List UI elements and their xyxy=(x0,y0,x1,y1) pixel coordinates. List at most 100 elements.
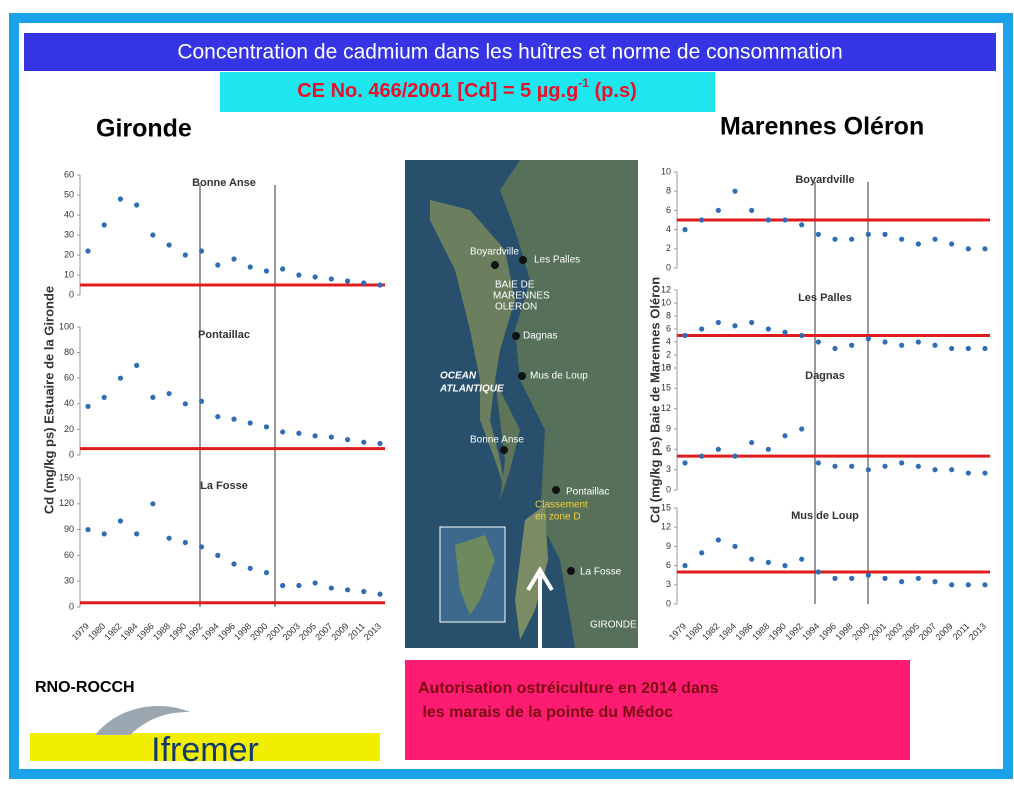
point xyxy=(166,390,172,397)
point xyxy=(263,424,270,430)
point xyxy=(849,575,855,582)
logo-dolphin xyxy=(95,705,190,735)
point xyxy=(832,463,838,469)
point xyxy=(101,531,107,537)
point xyxy=(815,339,821,345)
y-tick-label: 6 xyxy=(666,560,671,570)
map xyxy=(405,160,638,660)
note-box xyxy=(405,660,910,760)
y-tick-label: 12 xyxy=(661,522,671,532)
point xyxy=(932,467,938,473)
map-label: Bonne Anse xyxy=(470,435,524,446)
point xyxy=(150,232,156,238)
map-label: ATLANTIQUE xyxy=(439,384,504,395)
point xyxy=(682,563,688,569)
point xyxy=(215,552,221,559)
norm-exp: -1 xyxy=(578,76,589,90)
map-label: Boyardville xyxy=(470,247,519,258)
norm-suffix: (p.s) xyxy=(589,80,637,102)
point xyxy=(799,556,805,562)
point xyxy=(982,246,988,252)
point xyxy=(965,246,971,252)
map-label: MARENNES xyxy=(493,291,550,302)
point xyxy=(280,582,286,589)
point xyxy=(231,256,237,262)
panel-title: La Fosse xyxy=(200,480,248,492)
point xyxy=(832,236,838,242)
point xyxy=(198,544,205,550)
point xyxy=(134,531,140,537)
point xyxy=(915,339,921,345)
point xyxy=(732,543,738,550)
point xyxy=(849,342,855,348)
map-label: La Fosse xyxy=(580,567,622,578)
point xyxy=(832,345,838,352)
y-tick-label: 2 xyxy=(666,349,671,359)
y-tick-label: 0 xyxy=(666,598,671,608)
point xyxy=(182,401,188,407)
point xyxy=(765,559,771,566)
point xyxy=(915,463,921,469)
point xyxy=(101,222,107,228)
y-tick-label: 80 xyxy=(64,347,74,357)
point xyxy=(882,339,888,345)
point xyxy=(749,439,755,446)
title-bar xyxy=(24,33,996,71)
y-tick-label: 6 xyxy=(666,323,671,333)
point xyxy=(982,582,988,588)
y-tick-label: 4 xyxy=(666,336,671,346)
point xyxy=(215,414,221,420)
point xyxy=(263,268,270,274)
point xyxy=(198,248,205,254)
point xyxy=(849,236,855,242)
map-label: Dagnas xyxy=(523,331,557,342)
point xyxy=(715,207,721,213)
point xyxy=(799,222,805,228)
point xyxy=(361,280,367,286)
point xyxy=(344,587,351,593)
point xyxy=(377,591,383,597)
panel-title: Boyardville xyxy=(795,174,854,186)
y-tick-label: 4 xyxy=(666,224,671,234)
point xyxy=(344,278,351,284)
y-tick-label: 9 xyxy=(666,423,671,433)
y-tick-label: 0 xyxy=(666,362,671,372)
y-tick-label: 20 xyxy=(64,249,74,259)
point xyxy=(715,537,721,543)
point xyxy=(715,446,721,452)
y-tick-label: 6 xyxy=(666,205,671,215)
y-tick-label: 0 xyxy=(69,289,74,299)
norm-box xyxy=(220,72,715,112)
y-tick-label: 15 xyxy=(661,383,671,393)
y-tick-label: 150 xyxy=(59,472,74,482)
point xyxy=(328,276,334,282)
point xyxy=(849,463,855,469)
y-tick-label: 40 xyxy=(64,209,74,219)
point xyxy=(328,434,334,440)
point xyxy=(899,579,905,585)
point xyxy=(799,426,805,432)
logo-bar xyxy=(30,733,380,761)
map-labels: Boyardville Les Palles BAIE DEMARENNESOLER… xyxy=(439,247,637,631)
y-tick-label: 3 xyxy=(666,579,671,589)
point xyxy=(815,460,821,466)
point xyxy=(749,556,755,562)
point xyxy=(899,460,905,466)
point xyxy=(765,446,771,452)
map-label: OCEAN xyxy=(440,371,477,382)
point xyxy=(247,420,253,426)
point xyxy=(799,332,805,339)
map-label: en zone D xyxy=(535,512,581,523)
y-tick-label: 50 xyxy=(64,189,74,199)
point xyxy=(312,580,318,586)
point xyxy=(296,582,302,589)
y-tick-label: 120 xyxy=(59,498,74,508)
point xyxy=(215,262,221,268)
y-tick-label: 9 xyxy=(666,541,671,551)
point xyxy=(280,429,286,435)
title: Concentration de cadmium dans les huître… xyxy=(177,41,842,64)
y-tick-label: 10 xyxy=(661,297,671,307)
point xyxy=(85,403,91,409)
point xyxy=(166,535,172,541)
